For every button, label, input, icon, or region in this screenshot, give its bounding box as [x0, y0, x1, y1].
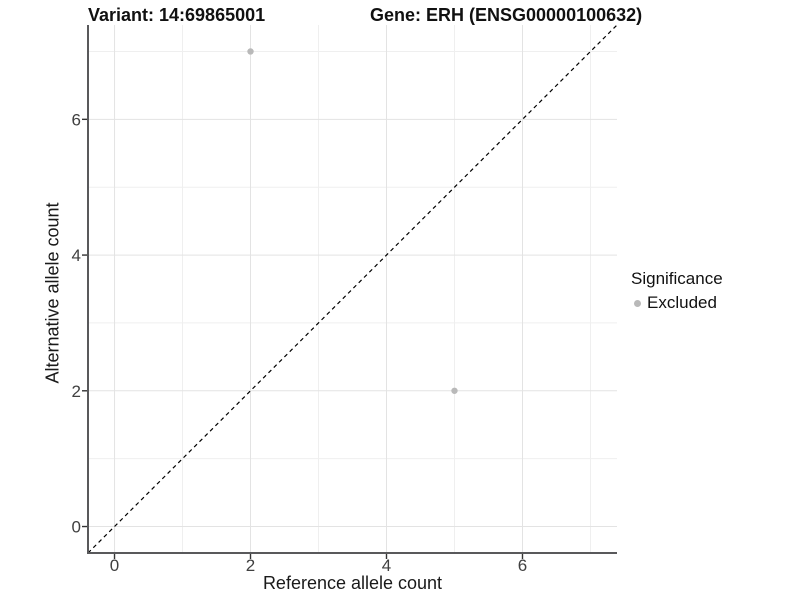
y-tick-label: 0: [72, 518, 81, 537]
data-point: [451, 387, 458, 394]
y-tick-label: 4: [72, 246, 81, 265]
x-axis-title: Reference allele count: [262, 573, 443, 593]
legend-item-excluded: Excluded: [631, 293, 723, 313]
x-tick-label: 0: [110, 556, 119, 575]
legend-item-label: Excluded: [647, 293, 717, 312]
x-tick-label: 2: [246, 556, 255, 575]
data-point: [247, 48, 254, 55]
x-tick-label: 6: [518, 556, 527, 575]
x-tick-label: 4: [382, 556, 391, 575]
legend: Significance Excluded: [631, 269, 723, 313]
y-tick-label: 2: [72, 382, 81, 401]
plot-title-gene: Gene: ERH (ENSG00000100632): [370, 5, 643, 25]
legend-title: Significance: [631, 269, 723, 288]
plot-title-variant: Variant: 14:69865001: [88, 5, 266, 25]
y-tick-label: 6: [72, 110, 81, 129]
identity-reference-line: [87, 24, 618, 554]
legend-point-icon: [634, 299, 641, 307]
y-axis-title: Alternative allele count: [42, 202, 63, 384]
